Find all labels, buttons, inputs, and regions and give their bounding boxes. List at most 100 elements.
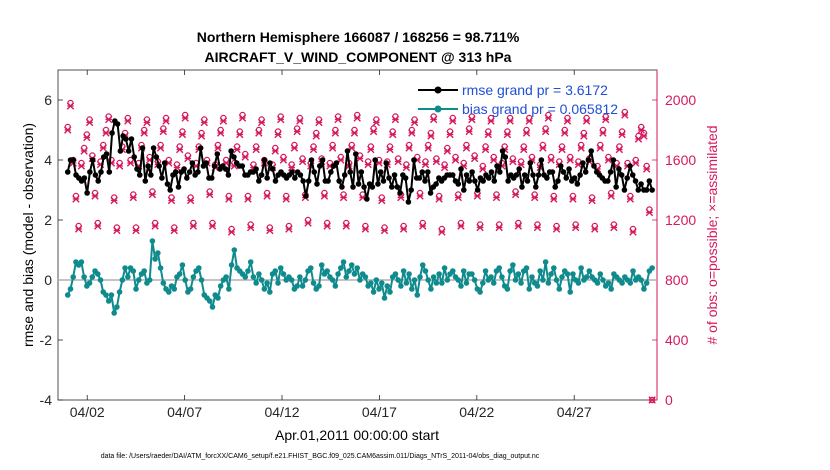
rmse-point bbox=[239, 163, 246, 169]
bias-point bbox=[526, 286, 533, 292]
rmse-point bbox=[643, 187, 650, 193]
rmse-point bbox=[585, 157, 592, 163]
bias-point bbox=[608, 286, 614, 292]
bias-point bbox=[165, 289, 172, 295]
rmse-point bbox=[153, 154, 160, 160]
rmse-point bbox=[463, 172, 470, 178]
bias-point bbox=[247, 259, 254, 265]
bias-point bbox=[515, 271, 522, 277]
obs-possible-point bbox=[171, 224, 178, 231]
obs-possible-point bbox=[86, 116, 93, 123]
bias-point bbox=[299, 283, 306, 289]
bias-point bbox=[594, 280, 601, 286]
obs-possible-point bbox=[471, 152, 478, 159]
obs-possible-point bbox=[313, 129, 320, 137]
bias-point bbox=[125, 274, 131, 280]
obs-possible-point bbox=[485, 128, 492, 135]
bias-point bbox=[507, 268, 513, 274]
obs-possible-point bbox=[373, 116, 380, 123]
obs-possible-point bbox=[392, 113, 399, 120]
rmse-point bbox=[297, 172, 304, 178]
rmse-point bbox=[552, 184, 558, 190]
obs-possible-point bbox=[179, 128, 186, 135]
rmse-point bbox=[516, 166, 522, 172]
y-right-tick-label: 1600 bbox=[665, 152, 696, 168]
obs-possible-point bbox=[255, 126, 263, 134]
bias-point bbox=[641, 286, 647, 292]
bias-point bbox=[619, 280, 625, 286]
obs-possible-point bbox=[181, 111, 189, 119]
bias-point bbox=[362, 274, 369, 280]
bias-point bbox=[368, 280, 374, 286]
obs-possible-point bbox=[362, 222, 369, 230]
rmse-point bbox=[513, 172, 520, 178]
rmse-point bbox=[635, 187, 642, 193]
bias-point bbox=[439, 280, 445, 286]
y-axis-right: 0 400 800 1200 1600 2000 bbox=[652, 70, 696, 408]
obs-possible-point bbox=[348, 141, 355, 149]
rmse-point bbox=[253, 166, 259, 172]
obs-possible-point bbox=[386, 143, 394, 150]
obs-possible-point bbox=[605, 153, 612, 161]
obs-possible-point bbox=[222, 156, 230, 164]
y-left-tick-label: 6 bbox=[44, 92, 52, 108]
y-right-tick-label: 400 bbox=[665, 332, 689, 348]
obs-possible-point bbox=[414, 153, 421, 161]
rmse-point bbox=[98, 169, 104, 175]
obs-possible-point bbox=[523, 126, 530, 134]
y-right-tick-label: 2000 bbox=[665, 92, 696, 108]
rmse-point bbox=[123, 136, 129, 142]
bias-point bbox=[89, 274, 96, 280]
obs-possible-point bbox=[416, 189, 424, 197]
obs-possible-point bbox=[293, 125, 301, 132]
obs-possible-point bbox=[321, 189, 328, 197]
rmse-point bbox=[139, 145, 146, 151]
x-axis-label: Apr.01,2011 00:00:00 start bbox=[275, 427, 439, 443]
bias-point bbox=[114, 304, 120, 310]
bias-point bbox=[179, 262, 186, 268]
obs-possible-point bbox=[285, 222, 293, 230]
obs-possible-point bbox=[143, 116, 151, 123]
obs-possible-point bbox=[291, 141, 298, 149]
obs-possible-point bbox=[501, 143, 508, 150]
rmse-point bbox=[577, 172, 583, 178]
y-left-tick-label: 4 bbox=[44, 152, 52, 168]
legend: rmse grand pr = 3.6172 bias grand pr = 0… bbox=[418, 82, 618, 117]
bias-point bbox=[155, 250, 161, 256]
obs-possible-point bbox=[465, 125, 473, 132]
rmse-point bbox=[618, 172, 625, 178]
rmse-point bbox=[380, 178, 387, 184]
rmse-point bbox=[433, 181, 439, 187]
bias-point bbox=[70, 274, 77, 280]
obs-possible-point bbox=[176, 143, 183, 150]
obs-possible-point bbox=[329, 141, 336, 149]
rmse-point bbox=[402, 175, 409, 181]
obs-possible-point bbox=[449, 114, 456, 122]
rmse-point bbox=[125, 148, 132, 154]
rmse-point bbox=[394, 184, 401, 190]
obs-possible-point bbox=[389, 128, 396, 135]
rmse-point bbox=[427, 190, 434, 196]
bias-point bbox=[578, 265, 584, 271]
rmse-point bbox=[646, 178, 653, 184]
obs-possible-point bbox=[616, 143, 623, 150]
bias-point bbox=[294, 283, 300, 289]
rmse-point bbox=[555, 178, 561, 184]
bias-point bbox=[551, 265, 557, 271]
bias-point bbox=[419, 262, 426, 268]
obs-possible-point bbox=[367, 143, 375, 150]
bias-point bbox=[559, 274, 565, 280]
y-axis-left: -4 -2 0 2 4 6 bbox=[40, 92, 63, 408]
y-right-tick-label: 1200 bbox=[665, 212, 696, 228]
obs-possible-point bbox=[228, 225, 235, 233]
rmse-point bbox=[613, 184, 619, 190]
bias-point bbox=[480, 280, 486, 286]
bias-point bbox=[275, 280, 281, 286]
rmse-point bbox=[231, 154, 237, 160]
bias-point bbox=[277, 265, 284, 271]
rmse-point bbox=[156, 163, 162, 169]
bias-series bbox=[64, 238, 655, 316]
obs-possible-point bbox=[274, 128, 282, 135]
bias-point bbox=[556, 286, 563, 292]
